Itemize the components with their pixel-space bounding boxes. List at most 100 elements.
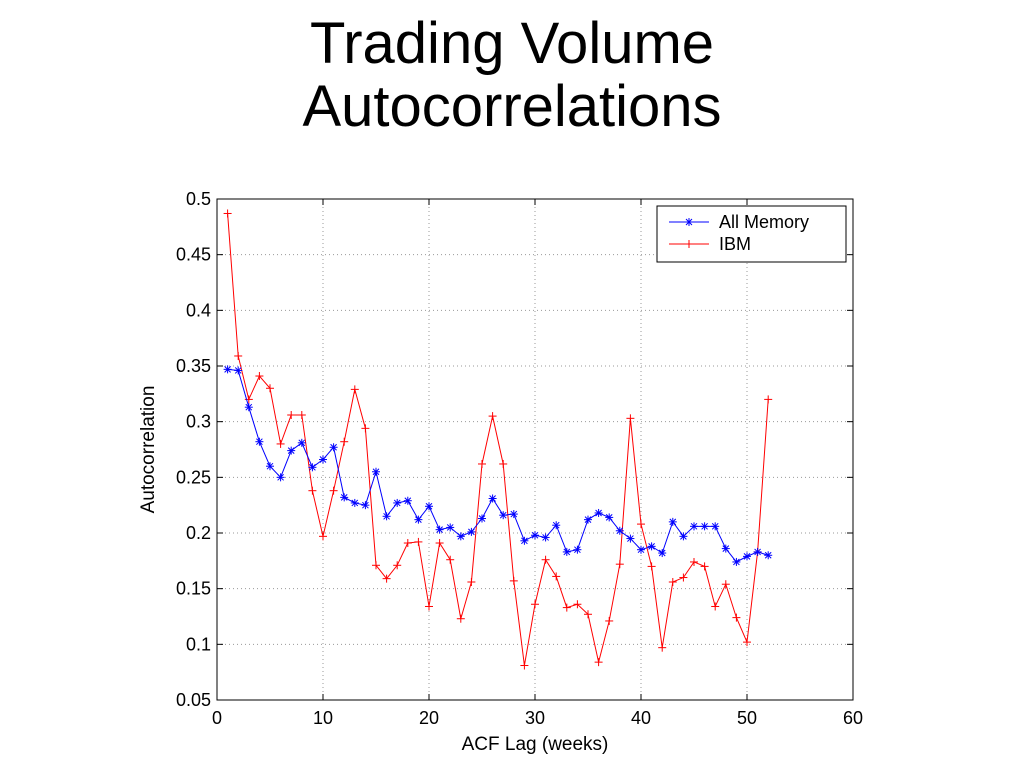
data-point-ibm <box>626 414 635 423</box>
data-point-all-memory <box>541 533 550 542</box>
data-point-all-memory <box>244 403 253 412</box>
data-point-ibm <box>743 638 751 647</box>
data-point-all-memory <box>626 534 635 543</box>
data-point-all-memory <box>584 515 592 524</box>
data-point-all-memory <box>668 517 677 526</box>
data-point-ibm <box>668 577 677 586</box>
data-point-all-memory <box>488 494 497 503</box>
data-point-ibm <box>584 610 592 619</box>
data-point-ibm <box>319 532 327 541</box>
data-point-all-memory <box>658 549 667 558</box>
data-point-all-memory <box>647 542 656 551</box>
data-point-ibm <box>414 537 423 546</box>
data-point-all-memory <box>287 446 296 455</box>
data-point-ibm <box>446 555 455 564</box>
data-point-ibm <box>361 424 370 433</box>
data-point-ibm <box>382 574 391 583</box>
data-point-ibm <box>658 643 667 652</box>
x-tick-label: 0 <box>212 708 222 728</box>
data-point-all-memory <box>721 544 730 553</box>
data-point-all-memory <box>690 522 698 531</box>
data-point-ibm <box>456 614 465 623</box>
data-point-ibm <box>531 600 539 609</box>
data-point-all-memory <box>499 511 508 520</box>
x-tick-label: 40 <box>631 708 651 728</box>
y-tick-label: 0.15 <box>176 579 211 599</box>
plot-area-frame <box>216 198 854 701</box>
data-point-ibm <box>721 580 730 589</box>
data-point-all-memory <box>435 525 444 534</box>
data-point-ibm <box>403 539 412 548</box>
data-point-ibm <box>467 577 476 586</box>
data-point-ibm <box>679 573 688 582</box>
y-axis-label: Autocorrelation <box>138 386 159 514</box>
y-tick-label: 0.2 <box>186 523 211 543</box>
data-point-all-memory <box>446 523 455 532</box>
slide-title-line-1: Trading Volume <box>309 11 715 76</box>
data-point-all-memory <box>637 545 645 554</box>
data-point-all-memory <box>297 438 306 447</box>
series-line-all-memory <box>227 368 769 563</box>
data-point-all-memory <box>764 551 773 560</box>
data-point-all-memory <box>573 545 582 554</box>
data-point-all-memory <box>276 473 285 482</box>
data-point-ibm <box>647 562 656 571</box>
y-tick-label: 0.1 <box>186 634 211 654</box>
data-point-ibm <box>340 437 349 446</box>
data-point-all-memory <box>393 498 402 507</box>
y-tick-label: 0.4 <box>186 300 211 320</box>
data-point-ibm <box>372 561 380 570</box>
slide-title: Trading Volume Autocorrelations <box>0 12 1024 138</box>
data-point-all-memory <box>319 455 327 464</box>
y-tick-label: 0.5 <box>186 189 211 209</box>
data-point-ibm <box>562 603 571 612</box>
x-tick-label: 20 <box>419 708 439 728</box>
data-point-ibm <box>700 562 709 571</box>
data-point-ibm <box>425 602 433 611</box>
data-point-all-memory <box>552 521 561 530</box>
data-series <box>223 209 773 670</box>
series-ibm <box>223 209 773 670</box>
legend-label-ibm: IBM <box>719 234 751 254</box>
data-point-ibm <box>435 539 444 548</box>
data-point-ibm <box>223 209 232 218</box>
data-point-ibm <box>637 520 645 529</box>
x-tick-label: 50 <box>737 708 757 728</box>
data-point-all-memory <box>478 514 486 523</box>
y-tick-label: 0.25 <box>176 467 211 487</box>
x-tick-label: 30 <box>525 708 545 728</box>
data-point-all-memory <box>382 512 391 521</box>
y-tick-label: 0.05 <box>176 690 211 710</box>
axis-ticks: 0 10 20 30 40 50 60 0.05 0.1 0.15 0.2 0.25 0.3 0.35 0.… <box>176 189 863 728</box>
data-point-ibm <box>393 561 402 570</box>
data-point-all-memory <box>531 531 539 540</box>
data-point-ibm <box>690 557 698 566</box>
data-point-all-memory <box>605 513 614 522</box>
data-point-all-memory <box>467 527 476 536</box>
grid-lines <box>217 199 853 700</box>
data-point-ibm <box>266 384 274 393</box>
data-point-all-memory <box>562 547 571 556</box>
y-tick-label: 0.45 <box>176 245 211 265</box>
data-point-all-memory <box>594 508 603 517</box>
data-point-ibm <box>732 613 741 622</box>
data-point-ibm <box>764 395 773 404</box>
data-point-all-memory <box>361 501 370 510</box>
data-point-all-memory <box>266 462 274 471</box>
legend-box <box>656 205 847 263</box>
data-point-ibm <box>594 658 603 667</box>
data-point-all-memory <box>520 536 529 545</box>
data-point-all-memory <box>753 547 762 556</box>
data-point-all-memory <box>700 522 709 531</box>
data-point-all-memory <box>372 467 380 476</box>
data-point-all-memory <box>679 532 688 541</box>
legend-marker-ibm <box>685 240 693 248</box>
data-point-ibm <box>499 459 508 468</box>
data-point-all-memory <box>223 365 232 374</box>
data-point-ibm <box>276 439 285 448</box>
data-point-ibm <box>509 576 518 585</box>
x-tick-label: 10 <box>313 708 333 728</box>
data-point-all-memory <box>308 463 317 472</box>
data-point-all-memory <box>509 510 518 519</box>
data-point-all-memory <box>711 522 720 531</box>
